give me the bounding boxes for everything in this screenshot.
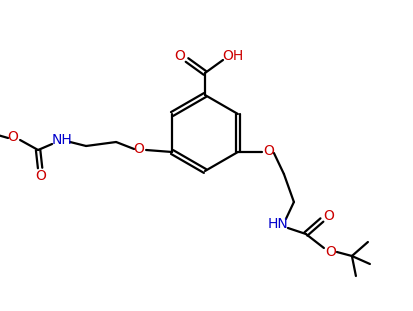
Text: O: O [325, 245, 336, 259]
Text: O: O [8, 130, 19, 144]
Text: O: O [134, 142, 145, 156]
Text: OH: OH [222, 49, 244, 63]
Text: NH: NH [52, 133, 72, 147]
Text: O: O [263, 144, 274, 158]
Text: O: O [323, 209, 335, 223]
Text: HN: HN [268, 217, 288, 231]
Text: O: O [36, 169, 47, 183]
Text: O: O [175, 49, 185, 63]
